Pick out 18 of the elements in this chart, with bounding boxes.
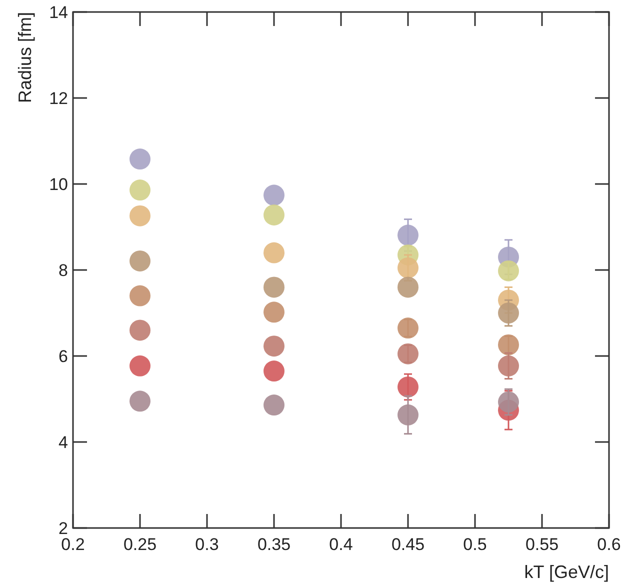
x-tick-label: 0.45 [391,535,425,554]
y-tick-label: 6 [58,347,68,366]
x-tick-label: 0.3 [195,535,219,554]
y-tick-label: 4 [58,433,68,452]
y-tick-label: 14 [49,3,68,22]
x-tick-label: 0.5 [463,535,487,554]
x-tick-label: 0.2 [61,535,85,554]
x-tick-label: 0.25 [123,535,157,554]
y-tick-label: 12 [49,89,68,108]
y-tick-label: 2 [58,519,68,538]
y-tick-label: 8 [58,261,68,280]
x-tick-label: 0.4 [329,535,353,554]
y-tick-label: 10 [49,175,68,194]
x-tick-label: 0.35 [257,535,291,554]
y-axis-title: Radius [fm] [15,12,35,104]
x-tick-label: 0.55 [525,535,559,554]
x-axis-title: kT [GeV/c] [524,562,609,582]
x-tick-label: 0.6 [597,535,621,554]
